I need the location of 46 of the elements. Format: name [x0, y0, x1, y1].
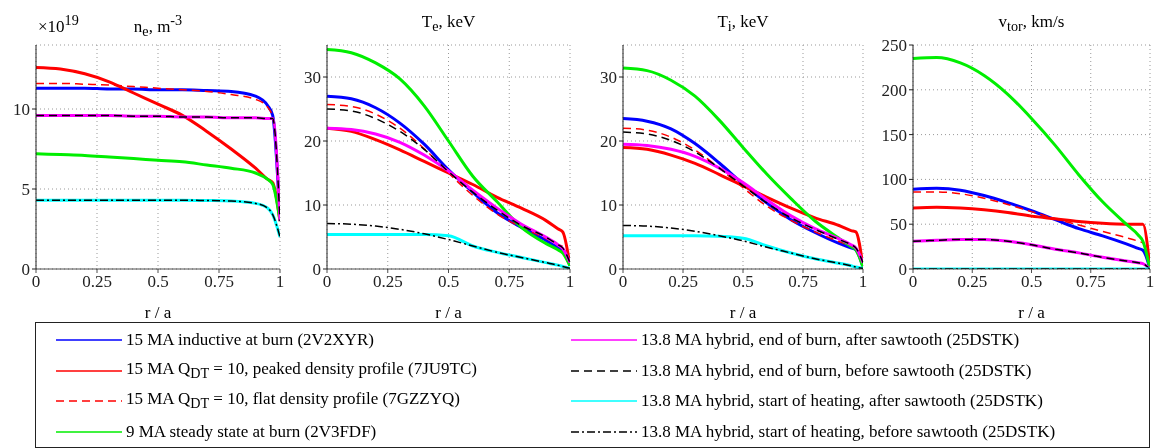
- legend-label: 13.8 MA hybrid, start of heating, after sawtooth (25DSTK): [641, 391, 1043, 411]
- chart-title: T$_{e}$, keV: [420, 12, 477, 36]
- x-tick-label: 1: [1145, 272, 1155, 292]
- legend-label: 13.8 MA hybrid, end of burn, before sawtooth (25DSTK): [641, 360, 1032, 381]
- x-tick-label: 0.25: [372, 272, 403, 292]
- x-tick-label: 0.25: [82, 272, 112, 292]
- y-tick-label: 50: [890, 215, 907, 235]
- y-tick-label: 30: [304, 68, 321, 88]
- legend-label: 15 MA Q$_{DT}$ = 10, flat density profile (7GZZYQ): [126, 389, 460, 413]
- x-axis-title: r / a: [143, 303, 173, 323]
- y-tick-label: 150: [881, 125, 907, 145]
- x-tick-label: 0.25: [668, 272, 698, 292]
- x-tick-label: 0.75: [494, 272, 525, 292]
- x-tick-label: 1: [858, 272, 868, 292]
- text: ×10$^{19}$: [38, 12, 79, 37]
- x-axis-title: r / a: [1017, 303, 1046, 323]
- legend-label: 15 MA Q$_{DT}$ = 10, peaked density profile (7JU9TC): [126, 358, 477, 383]
- x-tick-label: 0.75: [204, 272, 234, 292]
- y-tick-label: 10: [600, 196, 617, 216]
- legend-label: 15 MA inductive at burn (2V2XYR): [126, 330, 374, 350]
- x-axis-title: r / a: [434, 303, 463, 323]
- x-tick-label: 0.5: [147, 272, 169, 292]
- x-tick-label: 0.5: [437, 272, 460, 292]
- x-tick-label: 0.5: [732, 272, 754, 292]
- x-tick-label: 0.75: [1075, 272, 1106, 292]
- y-tick-label: 5: [21, 180, 30, 200]
- chart-title: v$_{tor}$, km/s: [997, 12, 1066, 36]
- x-tick-label: 0.25: [957, 272, 988, 292]
- legend-label: 9 MA steady state at burn (2V3FDF): [126, 421, 377, 442]
- x-tick-label: 0.5: [1020, 272, 1043, 292]
- y-tick-label: 10: [13, 100, 30, 120]
- y-tick-label: 30: [600, 68, 617, 88]
- y-tick-label: 10: [304, 196, 321, 216]
- y-tick-label: 250: [881, 36, 907, 56]
- y-tick-label: 20: [304, 132, 321, 152]
- chart-title: n$_{e}$, m$^{-3}$: [133, 12, 183, 40]
- x-tick-label: 0.75: [788, 272, 818, 292]
- legend-label: 13.8 MA hybrid, end of burn, after sawtooth (25DSTK): [641, 330, 1020, 350]
- y-tick-label: 200: [881, 80, 907, 100]
- legend-label: 13.8 MA hybrid, start of heating, before sawtooth (25DSTK): [641, 421, 1056, 442]
- x-tick-label: 1: [275, 272, 285, 292]
- x-tick-label: 1: [565, 272, 575, 292]
- y-tick-label: 100: [881, 170, 907, 190]
- y-tick-label: 20: [600, 132, 617, 152]
- x-axis-title: r / a: [728, 303, 758, 323]
- chart-title: T$_{i}$, keV: [716, 12, 770, 36]
